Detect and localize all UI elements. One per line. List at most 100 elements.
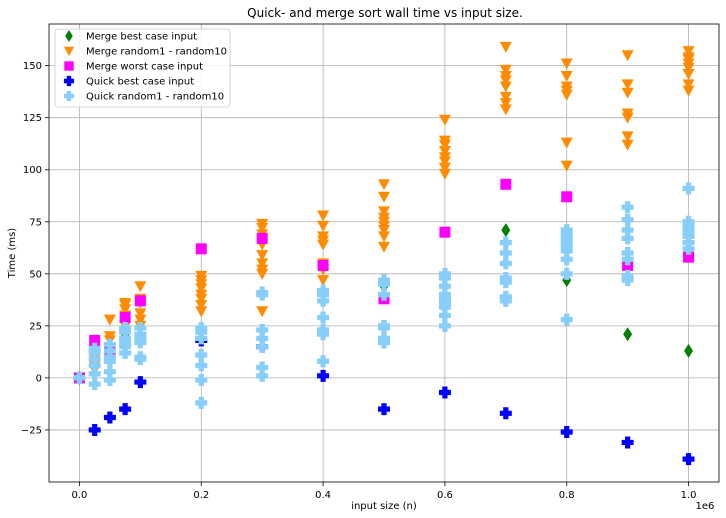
data-point — [560, 253, 573, 266]
legend-marker — [65, 30, 73, 42]
data-point — [103, 338, 116, 351]
data-point — [103, 344, 116, 357]
data-point — [88, 353, 101, 366]
data-point — [317, 220, 330, 232]
data-point — [103, 411, 116, 424]
data-point — [195, 359, 208, 372]
legend-marker — [63, 75, 75, 87]
data-point — [438, 319, 451, 332]
data-point — [501, 223, 511, 238]
data-point — [623, 327, 633, 342]
data-point — [317, 231, 330, 243]
data-point — [317, 355, 330, 368]
data-point — [499, 41, 512, 53]
x-axis-label: input size (n) — [351, 501, 417, 512]
data-point — [682, 236, 695, 249]
data-point — [682, 52, 695, 64]
data-point — [378, 241, 390, 253]
data-point — [438, 152, 451, 164]
data-point — [438, 135, 451, 147]
data-point — [682, 79, 695, 91]
data-point — [317, 294, 330, 307]
y-tick-label: 150 — [23, 61, 42, 72]
data-point — [621, 253, 634, 266]
data-point — [317, 210, 330, 222]
data-point — [119, 332, 132, 345]
y-tick-label: −25 — [21, 425, 42, 436]
data-point — [134, 295, 146, 307]
data-point — [560, 426, 573, 439]
data-point — [256, 369, 269, 382]
data-point — [317, 284, 330, 297]
data-point — [682, 215, 695, 228]
data-point — [560, 313, 573, 326]
y-tick-label: 0 — [36, 373, 42, 384]
y-tick-label: 75 — [29, 217, 42, 228]
data-point — [560, 137, 573, 149]
data-point — [256, 324, 269, 337]
data-point — [103, 314, 116, 326]
data-point — [103, 351, 116, 364]
data-point — [500, 178, 512, 190]
data-point — [499, 98, 512, 110]
legend: Merge best case input Merge random1 - ran… — [54, 28, 231, 108]
data-point — [621, 108, 634, 120]
data-point — [119, 403, 132, 416]
data-point — [378, 179, 390, 191]
data-point — [89, 334, 101, 346]
legend-marker — [63, 90, 75, 102]
data-point — [499, 71, 512, 83]
data-point — [88, 423, 101, 436]
data-point — [378, 288, 390, 301]
data-point — [499, 81, 512, 93]
data-point — [682, 182, 695, 195]
data-point — [560, 267, 573, 280]
data-point — [684, 343, 694, 358]
data-point — [621, 131, 634, 143]
x-tick-label: 0.0 — [72, 490, 88, 501]
data-point — [195, 396, 208, 409]
data-point — [560, 224, 573, 237]
data-point — [622, 259, 634, 271]
data-point — [621, 139, 634, 151]
data-point — [103, 373, 116, 386]
data-point — [499, 257, 512, 270]
data-point — [256, 250, 269, 262]
data-point — [119, 321, 132, 334]
legend-label: Merge best case input — [86, 32, 197, 43]
data-point — [378, 191, 390, 203]
x-axis-ticks: 0.0 0.2 0.4 0.6 0.8 1.0 — [72, 482, 696, 501]
data-point — [119, 312, 131, 324]
data-point — [88, 359, 101, 372]
data-point — [621, 247, 634, 259]
legend-label: Merge worst case input — [86, 62, 203, 73]
data-point — [378, 274, 390, 287]
data-point — [560, 160, 573, 172]
data-point — [134, 351, 147, 364]
data-point — [682, 242, 695, 255]
data-point — [378, 206, 390, 218]
legend-label: Quick best case input — [86, 77, 194, 88]
data-point — [560, 71, 573, 83]
data-point — [438, 386, 451, 399]
data-point — [195, 270, 208, 282]
data-point — [438, 309, 451, 322]
data-point — [317, 275, 330, 287]
data-point — [119, 297, 132, 309]
y-axis-label: Time (ms) — [7, 228, 18, 280]
data-point — [134, 308, 147, 320]
legend-box — [54, 28, 231, 108]
data-point — [561, 191, 573, 203]
data-point — [438, 162, 451, 174]
data-point — [499, 271, 512, 284]
data-point — [103, 331, 116, 343]
data-point — [256, 232, 268, 244]
data-point — [256, 218, 269, 230]
legend-marker — [63, 46, 75, 57]
data-point — [438, 267, 451, 280]
y-tick-label: 50 — [29, 269, 42, 280]
data-point — [682, 46, 695, 58]
data-point — [195, 300, 208, 312]
data-point — [88, 342, 101, 355]
